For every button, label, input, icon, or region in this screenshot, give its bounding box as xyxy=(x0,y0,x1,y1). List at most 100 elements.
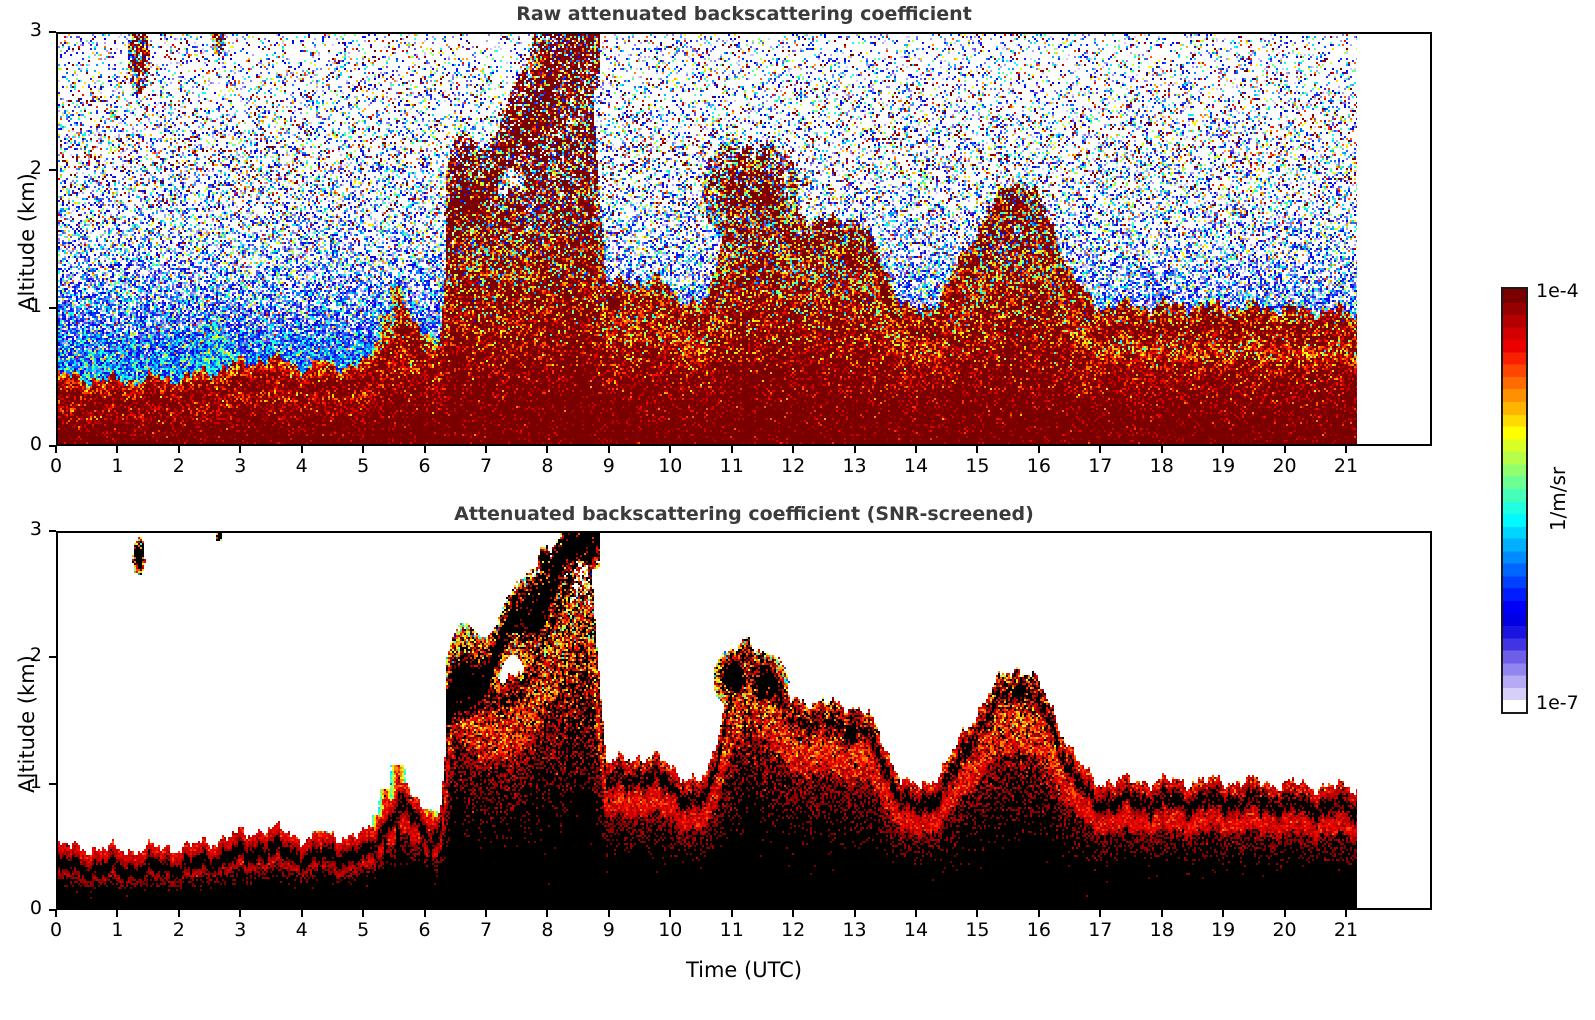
x-tick xyxy=(915,910,917,917)
x-axis-label: Time (UTC) xyxy=(685,958,803,982)
x-tick xyxy=(177,910,180,917)
x-tick-label: 2 xyxy=(172,919,185,941)
x-tick-label: 17 xyxy=(1088,919,1113,941)
panel-title-screened: Attenuated backscattering coefficient (S… xyxy=(454,503,1034,525)
x-tick xyxy=(1222,910,1225,917)
x-tick xyxy=(55,910,57,917)
x-tick-label: 10 xyxy=(658,919,683,941)
y-tick-label: 1 xyxy=(29,295,42,317)
x-tick xyxy=(1037,446,1040,453)
x-tick-label: 16 xyxy=(1026,455,1051,477)
x-tick xyxy=(1037,910,1040,917)
colorbar xyxy=(1501,287,1528,714)
x-tick-label: 7 xyxy=(479,919,493,941)
x-tick xyxy=(669,910,672,917)
x-tick-label: 15 xyxy=(965,919,990,941)
x-tick xyxy=(485,910,487,917)
x-tick-label: 6 xyxy=(418,919,431,941)
colorbar-min-label: 1e-7 xyxy=(1536,692,1579,714)
x-tick xyxy=(362,446,365,453)
x-tick xyxy=(362,910,365,917)
x-tick-label: 13 xyxy=(842,455,867,477)
y-tick xyxy=(49,307,56,309)
y-tick-label: 1 xyxy=(29,770,42,793)
x-tick-label: 6 xyxy=(418,455,431,477)
x-tick xyxy=(485,446,487,453)
x-tick-label: 9 xyxy=(602,919,615,941)
y-tick-label: 2 xyxy=(29,157,42,179)
x-tick-label: 4 xyxy=(295,455,308,477)
x-tick-label: 9 xyxy=(602,455,615,477)
x-tick xyxy=(792,446,795,453)
y-tick-label: 0 xyxy=(29,433,42,455)
x-tick xyxy=(730,910,733,917)
x-tick-label: 8 xyxy=(541,455,554,477)
x-tick xyxy=(915,446,917,453)
x-tick-label: 21 xyxy=(1333,455,1359,477)
x-tick-label: 20 xyxy=(1272,919,1297,941)
colorbar-unit-label: 1/m/sr xyxy=(1546,466,1570,532)
y-tick xyxy=(49,31,56,33)
y-tick xyxy=(49,530,56,532)
x-tick xyxy=(300,446,303,453)
x-tick-label: 11 xyxy=(719,455,744,477)
x-tick xyxy=(792,910,795,917)
y-tick-label: 0 xyxy=(29,897,42,919)
x-tick-label: 18 xyxy=(1149,919,1174,941)
x-tick xyxy=(853,910,856,917)
x-tick-label: 12 xyxy=(781,455,806,477)
x-tick xyxy=(976,910,979,917)
x-tick xyxy=(546,910,549,917)
x-tick-label: 8 xyxy=(541,919,554,941)
x-tick xyxy=(1160,910,1163,917)
x-tick-label: 1 xyxy=(111,919,124,941)
x-tick-label: 2 xyxy=(172,455,185,477)
y-tick-label: 3 xyxy=(29,518,42,540)
x-tick-label: 10 xyxy=(658,455,683,477)
x-tick xyxy=(1345,910,1347,917)
x-tick xyxy=(116,910,119,917)
x-tick-label: 19 xyxy=(1211,919,1236,941)
plot-area-screened xyxy=(56,531,1432,910)
x-tick-label: 12 xyxy=(781,919,806,941)
x-tick xyxy=(300,910,303,917)
x-tick xyxy=(1222,446,1225,453)
x-tick-label: 1 xyxy=(111,455,124,477)
x-tick xyxy=(1160,446,1163,453)
x-tick-label: 5 xyxy=(357,919,370,941)
x-tick-label: 17 xyxy=(1088,455,1113,477)
panel-title-raw: Raw attenuated backscattering coefficien… xyxy=(516,3,972,25)
x-tick-label: 0 xyxy=(49,919,63,941)
heatmap-canvas-screened xyxy=(58,533,1430,908)
x-tick xyxy=(607,446,610,453)
x-tick-label: 4 xyxy=(295,919,308,941)
colorbar-gradient xyxy=(1501,287,1528,714)
x-tick xyxy=(423,910,426,917)
x-tick xyxy=(239,446,242,453)
x-tick-label: 11 xyxy=(719,919,744,941)
y-tick xyxy=(49,169,56,171)
x-tick-label: 19 xyxy=(1211,455,1236,477)
x-tick-label: 5 xyxy=(357,455,370,477)
y-tick xyxy=(49,909,56,911)
x-tick-label: 15 xyxy=(965,455,990,477)
x-tick xyxy=(1345,446,1347,453)
x-tick-label: 21 xyxy=(1333,919,1359,941)
plot-area-raw xyxy=(56,32,1432,446)
x-tick-label: 20 xyxy=(1272,455,1297,477)
x-tick-label: 3 xyxy=(234,455,247,477)
x-tick-label: 14 xyxy=(903,919,929,941)
x-tick xyxy=(55,446,57,453)
x-tick xyxy=(1099,446,1102,453)
x-tick xyxy=(239,910,242,917)
x-tick-label: 18 xyxy=(1149,455,1174,477)
colorbar-max-label: 1e-4 xyxy=(1536,280,1579,302)
x-tick xyxy=(669,446,672,453)
x-tick-label: 7 xyxy=(479,455,493,477)
x-tick xyxy=(976,446,979,453)
x-tick xyxy=(853,446,856,453)
y-tick xyxy=(49,656,56,659)
x-tick xyxy=(423,446,426,453)
y-tick xyxy=(49,782,56,785)
